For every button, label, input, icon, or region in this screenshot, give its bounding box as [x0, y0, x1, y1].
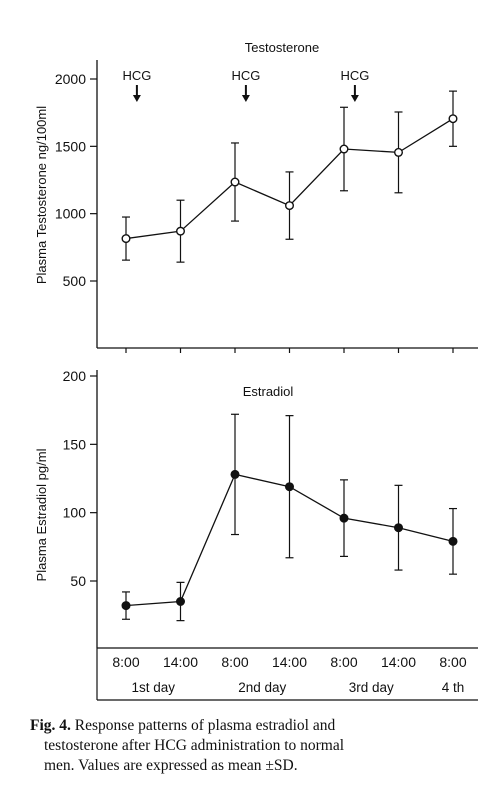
testosterone-point: [230, 177, 240, 187]
x-time-label: 8:00: [221, 654, 248, 670]
estradiol-point: [285, 482, 295, 492]
estradiol-point: [394, 523, 404, 533]
testosterone-y-label: Plasma Testosterone ng/100ml: [34, 106, 49, 284]
estradiol-point: [175, 597, 185, 607]
testosterone-error-bars: [122, 90, 457, 263]
x-day-labels: 1st day 2nd day 3rd day 4 th: [131, 680, 464, 695]
x-time-label: 14:00: [163, 654, 198, 670]
estradiol-panel: Estradiol Plasma Estradiol pg/ml 50 100 15…: [34, 368, 458, 648]
testosterone-point: [121, 234, 131, 244]
testosterone-point: [394, 147, 404, 157]
figure: Testosterone Plasma Testosterone ng/100m…: [34, 40, 478, 701]
hcg-annotations: HCG HCG HCG: [122, 68, 369, 102]
estradiol-title: Estradiol: [243, 384, 294, 399]
caption-line-1: Fig. 4. Response patterns of plasma estr…: [30, 716, 482, 736]
figure-caption: Fig. 4. Response patterns of plasma estr…: [30, 716, 482, 776]
estradiol-y-tick-label: 50: [70, 573, 86, 589]
x-time-label: 14:00: [272, 654, 307, 670]
x-time-label: 8:00: [439, 654, 466, 670]
x-time-label: 8:00: [330, 654, 357, 670]
testosterone-y-ticks: 500 1000 1500 2000: [55, 71, 97, 289]
x-axis-box: 8:00 14:00 8:00 14:00 8:00 14:00 8:00 1st day 2…: [96, 647, 478, 701]
hcg-arrow-head: [350, 95, 359, 102]
caption-line-1-text: Response patterns of plasma estradiol an…: [70, 717, 336, 734]
x-time-labels: 8:00 14:00 8:00 14:00 8:00 14:00 8:00: [112, 654, 466, 670]
estradiol-point: [121, 601, 131, 611]
caption-line-2: testosterone after HCG administration to…: [44, 737, 345, 754]
testosterone-points: [121, 114, 458, 244]
x-day-label: 3rd day: [349, 680, 394, 695]
testosterone-point: [339, 144, 349, 154]
hcg-label: HCG: [231, 68, 260, 83]
caption-line-3: men. Values are expressed as mean ±SD.: [44, 757, 298, 774]
hcg-arrow-head: [241, 95, 250, 102]
caption-figure-number: Fig. 4.: [30, 717, 71, 734]
x-day-label: 4 th: [442, 680, 465, 695]
estradiol-point: [339, 513, 349, 523]
estradiol-point: [448, 536, 458, 546]
testosterone-y-tick-label: 1500: [55, 138, 86, 154]
testosterone-y-tick-label: 500: [63, 273, 87, 289]
estradiol-y-tick-label: 200: [63, 368, 87, 384]
estradiol-y-label: Plasma Estradiol pg/ml: [34, 448, 49, 581]
testosterone-title: Testosterone: [245, 40, 319, 55]
testosterone-point: [285, 201, 295, 211]
estradiol-points: [121, 469, 458, 611]
x-time-label: 8:00: [112, 654, 139, 670]
x-day-label: 2nd day: [238, 680, 286, 695]
testosterone-point: [175, 226, 185, 236]
testosterone-panel: Testosterone Plasma Testosterone ng/100m…: [34, 40, 478, 353]
testosterone-x-ticks: [125, 348, 454, 353]
testosterone-y-tick-label: 2000: [55, 71, 86, 87]
hcg-label: HCG: [340, 68, 369, 83]
estradiol-point: [230, 469, 240, 479]
x-time-label: 14:00: [381, 654, 416, 670]
hcg-label: HCG: [122, 68, 151, 83]
estradiol-y-ticks: 50 100 150 200: [63, 368, 97, 589]
x-day-label: 1st day: [131, 680, 175, 695]
estradiol-y-tick-label: 150: [63, 436, 87, 452]
testosterone-point: [448, 114, 458, 124]
estradiol-y-tick-label: 100: [63, 505, 87, 521]
hcg-arrow-head: [132, 95, 141, 102]
estradiol-error-bars: [122, 413, 457, 622]
testosterone-y-tick-label: 1000: [55, 206, 86, 222]
